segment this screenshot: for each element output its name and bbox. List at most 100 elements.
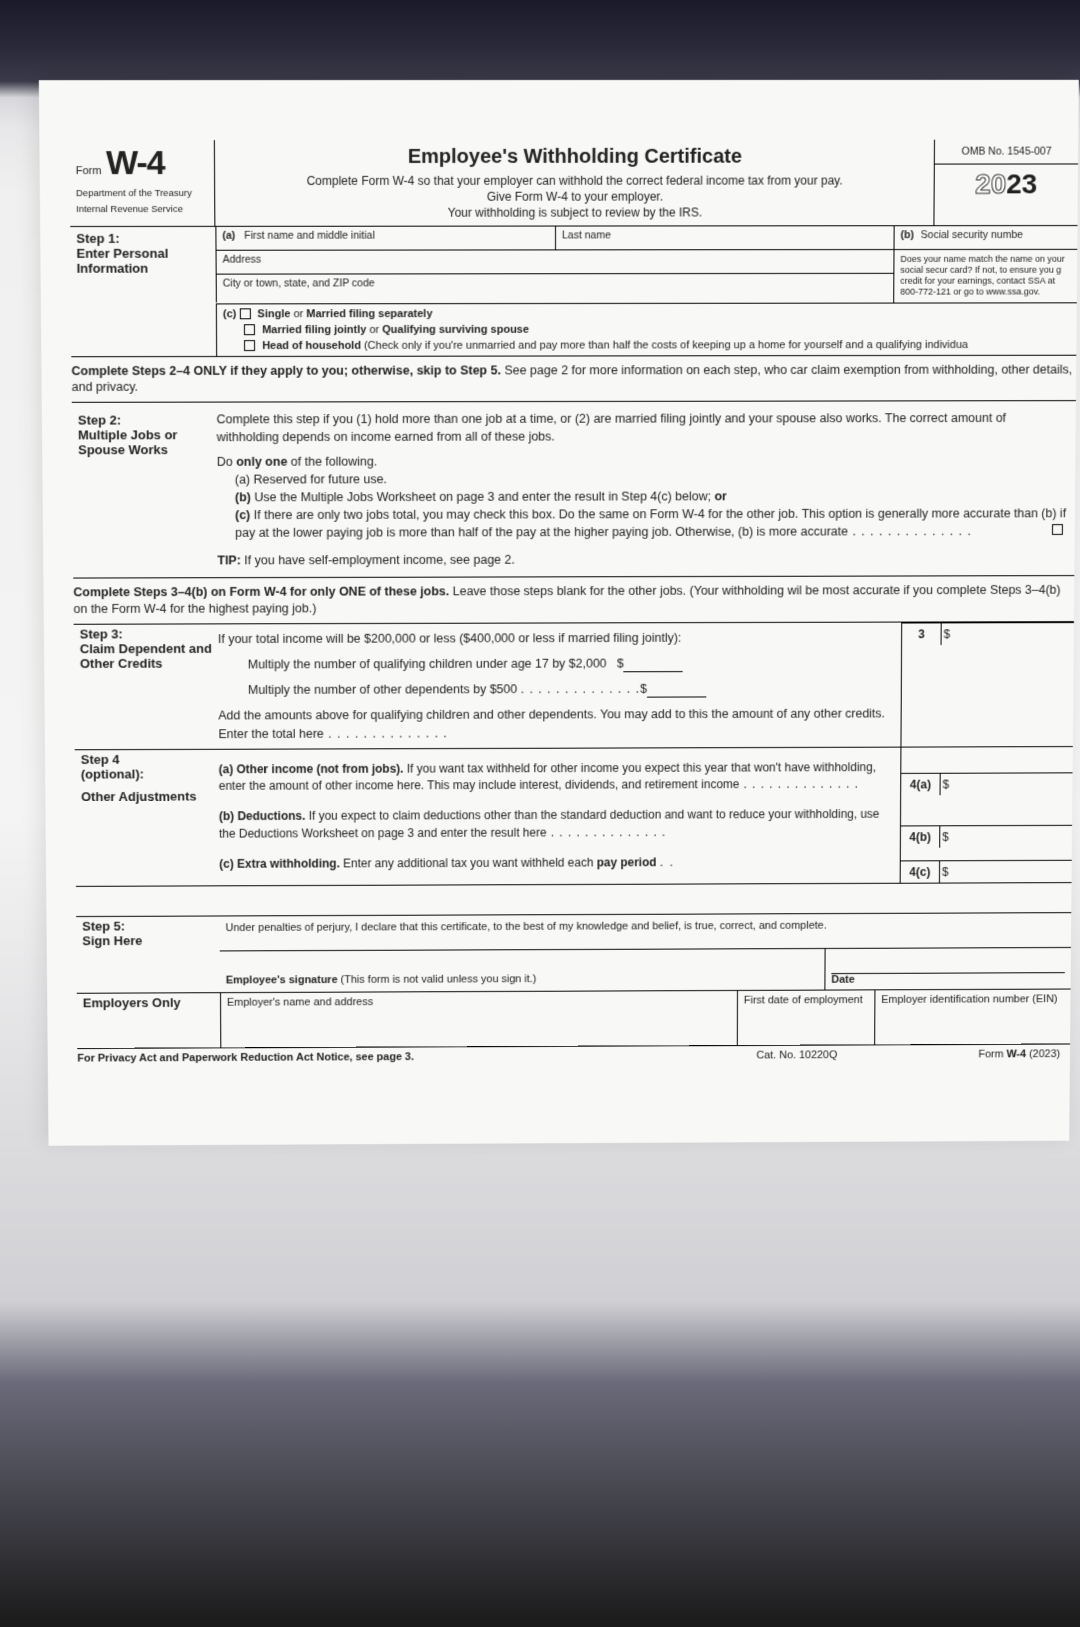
box4b-dollar: $ xyxy=(940,826,954,847)
step4-num: Step 4(optional): xyxy=(81,751,213,781)
box4a-dollar: $ xyxy=(941,773,955,794)
step3-line3: Add the amounts above for qualifying chi… xyxy=(218,705,896,743)
header-instr2: Give Form W-4 to your employer. xyxy=(223,189,926,206)
step3: Step 3: Claim Dependent and Other Credit… xyxy=(74,621,1074,750)
address-field[interactable]: Address xyxy=(216,250,894,275)
form-page: Form W-4 Department of the Treasury Inte… xyxy=(39,80,1079,1146)
step4-amount-box: 4(a) $ 4(b) $ 4(c) $ xyxy=(900,747,1073,883)
footer: For Privacy Act and Paperwork Reduction … xyxy=(77,1044,1070,1068)
step2-intro: Complete this step if you (1) hold more … xyxy=(216,409,1067,446)
step4a: (a) Other income (not from jobs). If you… xyxy=(219,759,897,795)
step1-label: Step 1: Enter Personal Information xyxy=(70,226,216,355)
employer-name-field[interactable]: Employer's name and address xyxy=(220,991,737,1047)
ssn-label: Social security numbe xyxy=(921,229,1023,241)
step3-line1-txt: Multiply the number of qualifying childr… xyxy=(248,657,607,672)
ssn-note: Does your name match the name on your so… xyxy=(894,249,1077,302)
box3-label: 3 xyxy=(902,623,942,645)
checkbox-2c[interactable] xyxy=(1052,524,1063,535)
ein-field[interactable]: Employer identification number (EIN) xyxy=(874,989,1070,1044)
step4b: (b) Deductions. If you expect to claim d… xyxy=(219,806,896,842)
step5: Step 5: Sign Here Under penalties of per… xyxy=(76,912,1071,994)
step3-intro: If your total income will be $200,000 or… xyxy=(218,628,897,648)
form-label: Form xyxy=(76,165,102,177)
employer-name-label: Employer's name and address xyxy=(227,996,373,1008)
box4b-label: 4(b) xyxy=(901,826,940,848)
fs3-row: Head of household (Check only if you're … xyxy=(217,337,1076,354)
step1-fields: (a) First name and middle initial Last n… xyxy=(215,226,1077,356)
step4-label: Step 4(optional): Other Adjustments xyxy=(75,749,220,885)
step1-c: (c) xyxy=(223,308,237,320)
first-date-label: First date of employment xyxy=(744,994,863,1006)
footer-form: Form W-4 (2023) xyxy=(933,1048,1070,1060)
step3-title: Claim Dependent and Other Credits xyxy=(80,641,212,671)
instr-block2: Complete Steps 3–4(b) on Form W-4 for on… xyxy=(73,576,1074,623)
step1: Step 1: Enter Personal Information (a) F… xyxy=(70,226,1077,357)
fs-single: Single or Married filing separately xyxy=(257,308,432,320)
ssn-section: (b) Social security numbe Does your name… xyxy=(893,226,1077,303)
date-label: Date xyxy=(831,974,854,986)
step4: Step 4(optional): Other Adjustments (a) … xyxy=(75,747,1073,887)
form-title: Employee's Withholding Certificate xyxy=(223,144,926,171)
form-number: W-4 xyxy=(106,144,165,182)
step3-line1: Multiply the number of qualifying childr… xyxy=(248,654,897,674)
step2: Step 2: Multiple Jobs or Spouse Works Co… xyxy=(72,400,1076,578)
fs2-row: Married filing jointly or Qualifying sur… xyxy=(217,321,1077,338)
last-name-field[interactable]: Last name xyxy=(555,226,894,250)
step2-c: (c) If there are only two jobs total, yo… xyxy=(235,504,1067,542)
step3-children-input[interactable] xyxy=(624,671,683,672)
header-left: Form W-4 Department of the Treasury Inte… xyxy=(69,140,215,225)
checkbox-mfj[interactable] xyxy=(244,324,255,335)
step4c: (c) Extra withholding. Enter any additio… xyxy=(219,854,896,873)
step3-body: If your total income will be $200,000 or… xyxy=(218,623,901,749)
first-name-label: First name and middle initial xyxy=(244,229,375,241)
step2-b: (b) Use the Multiple Jobs Worksheet on p… xyxy=(235,487,1067,507)
step2-num: Step 2: xyxy=(78,413,211,428)
header-instr1: Complete Form W-4 so that your employer … xyxy=(223,173,926,190)
city-label: City or town, state, and ZIP code xyxy=(223,277,375,289)
step1-num: Step 1: xyxy=(76,230,209,245)
step1-b: (b) xyxy=(901,229,914,241)
department: Department of the Treasury xyxy=(76,189,208,200)
footer-privacy: For Privacy Act and Paperwork Reduction … xyxy=(77,1049,756,1064)
box4a-input[interactable] xyxy=(954,773,1072,795)
step4-body: (a) Other income (not from jobs). If you… xyxy=(219,747,901,885)
checkbox-hoh[interactable] xyxy=(244,340,255,351)
step3-other-input[interactable] xyxy=(647,697,706,698)
signature-field[interactable]: Employee's signature (This form is not v… xyxy=(220,949,826,992)
instr-block: Complete Steps 2–4 ONLY if they apply to… xyxy=(71,355,1076,402)
box4c-dollar: $ xyxy=(940,861,954,882)
filing-status-row: (c) Single or Married filing separately xyxy=(217,305,1077,322)
step2-a: (a) Reserved for future use. xyxy=(235,469,1068,489)
step2-body: Complete this step if you (1) hold more … xyxy=(216,409,1075,569)
step2-tip: TIP: If you have self-employment income,… xyxy=(217,550,1066,570)
step3-num: Step 3: xyxy=(80,626,212,641)
step3-line2-txt: Multiply the number of other dependents … xyxy=(248,683,517,698)
step3-line3-txt: Add the amounts above for qualifying chi… xyxy=(218,707,885,740)
city-field[interactable]: City or town, state, and ZIP code xyxy=(216,273,894,302)
year-bold: 23 xyxy=(1006,168,1037,199)
first-date-field[interactable]: First date of employment xyxy=(737,990,875,1045)
box3-dollar: $ xyxy=(942,623,956,645)
step5-num: Step 5: xyxy=(82,918,214,933)
declaration: Under penalties of perjury, I declare th… xyxy=(220,913,1072,951)
step3-line2: Multiply the number of other dependents … xyxy=(248,680,897,700)
first-name-field[interactable]: (a) First name and middle initial xyxy=(215,226,555,250)
date-field[interactable]: Date xyxy=(825,948,1071,990)
header-right: OMB No. 1545-007 2023 xyxy=(933,140,1078,225)
box4a-label: 4(a) xyxy=(901,773,941,795)
fs-hoh: Head of household (Check only if you're … xyxy=(262,339,968,352)
box3-input[interactable] xyxy=(955,623,1074,645)
employers-label: Employers Only xyxy=(77,993,221,1048)
step1-title: Enter Personal Information xyxy=(76,245,209,275)
checkbox-single[interactable] xyxy=(239,309,250,320)
year: 2023 xyxy=(935,164,1078,204)
address-label: Address xyxy=(223,253,262,265)
step3-label: Step 3: Claim Dependent and Other Credit… xyxy=(74,624,219,749)
box4b-input[interactable] xyxy=(954,826,1072,848)
fs-mfj: Married filing jointly or Qualifying sur… xyxy=(262,323,529,335)
step5-body: Under penalties of perjury, I declare th… xyxy=(220,913,1072,992)
omb-number: OMB No. 1545-007 xyxy=(935,140,1078,165)
ssn-field[interactable]: (b) Social security numbe xyxy=(895,226,1078,250)
box4c-input[interactable] xyxy=(954,860,1072,882)
footer-cat: Cat. No. 10220Q xyxy=(756,1049,933,1061)
